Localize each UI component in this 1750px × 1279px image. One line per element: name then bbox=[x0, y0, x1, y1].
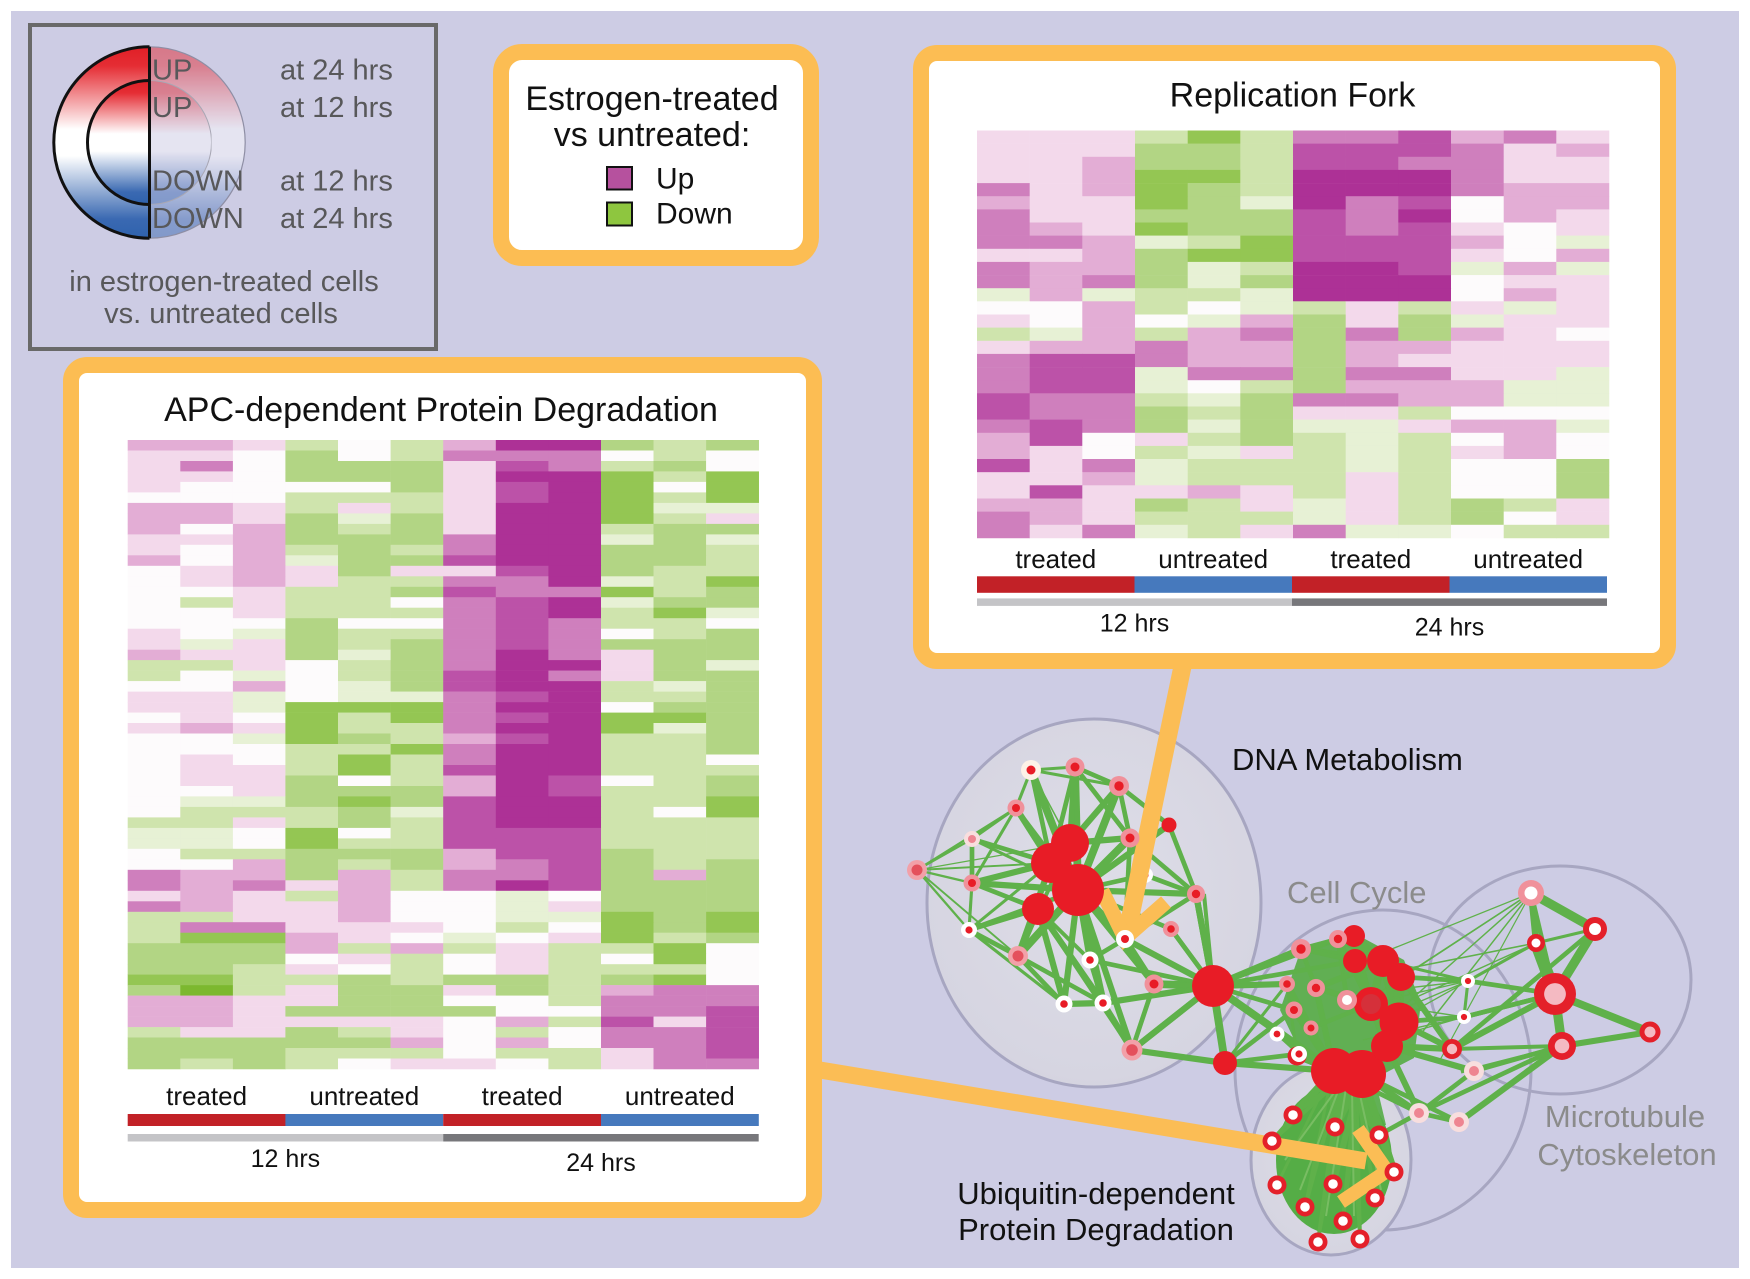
svg-text:Down: Down bbox=[656, 197, 733, 230]
svg-text:treated: treated bbox=[1330, 544, 1411, 574]
svg-text:APC-dependent Protein Degradat: APC-dependent Protein Degradation bbox=[164, 391, 718, 429]
svg-text:treated: treated bbox=[482, 1081, 563, 1111]
svg-text:DOWN: DOWN bbox=[152, 203, 244, 235]
svg-text:treated: treated bbox=[166, 1081, 247, 1111]
svg-text:vs. untreated cells: vs. untreated cells bbox=[104, 298, 338, 330]
svg-text:Estrogen-treated: Estrogen-treated bbox=[525, 80, 778, 118]
svg-text:untreated: untreated bbox=[1473, 544, 1583, 574]
svg-text:treated: treated bbox=[1015, 544, 1096, 574]
svg-text:Replication Fork: Replication Fork bbox=[1170, 77, 1417, 115]
svg-text:in estrogen-treated cells: in estrogen-treated cells bbox=[69, 266, 379, 298]
svg-text:Cell Cycle: Cell Cycle bbox=[1287, 875, 1427, 910]
svg-text:12 hrs: 12 hrs bbox=[1100, 610, 1169, 638]
svg-text:at 12 hrs: at 12 hrs bbox=[280, 92, 393, 124]
svg-text:UP: UP bbox=[152, 92, 192, 124]
svg-text:vs untreated:: vs untreated: bbox=[554, 116, 751, 154]
svg-text:24 hrs: 24 hrs bbox=[566, 1149, 635, 1177]
svg-text:at 12 hrs: at 12 hrs bbox=[280, 166, 393, 198]
svg-text:untreated: untreated bbox=[625, 1081, 735, 1111]
svg-text:Protein Degradation: Protein Degradation bbox=[958, 1212, 1234, 1247]
svg-text:DNA Metabolism: DNA Metabolism bbox=[1232, 742, 1463, 777]
svg-text:at 24 hrs: at 24 hrs bbox=[280, 55, 393, 87]
svg-text:at 24 hrs: at 24 hrs bbox=[280, 203, 393, 235]
svg-text:DOWN: DOWN bbox=[152, 166, 244, 198]
svg-text:untreated: untreated bbox=[1158, 544, 1268, 574]
svg-text:untreated: untreated bbox=[309, 1081, 419, 1111]
svg-text:Ubiquitin-dependent: Ubiquitin-dependent bbox=[957, 1176, 1235, 1211]
svg-text:12 hrs: 12 hrs bbox=[251, 1145, 320, 1173]
svg-text:Microtubule: Microtubule bbox=[1545, 1099, 1705, 1134]
svg-text:Up: Up bbox=[656, 162, 694, 195]
svg-text:24 hrs: 24 hrs bbox=[1415, 614, 1484, 642]
svg-text:Cytoskeleton: Cytoskeleton bbox=[1537, 1137, 1716, 1172]
svg-text:UP: UP bbox=[152, 55, 192, 87]
